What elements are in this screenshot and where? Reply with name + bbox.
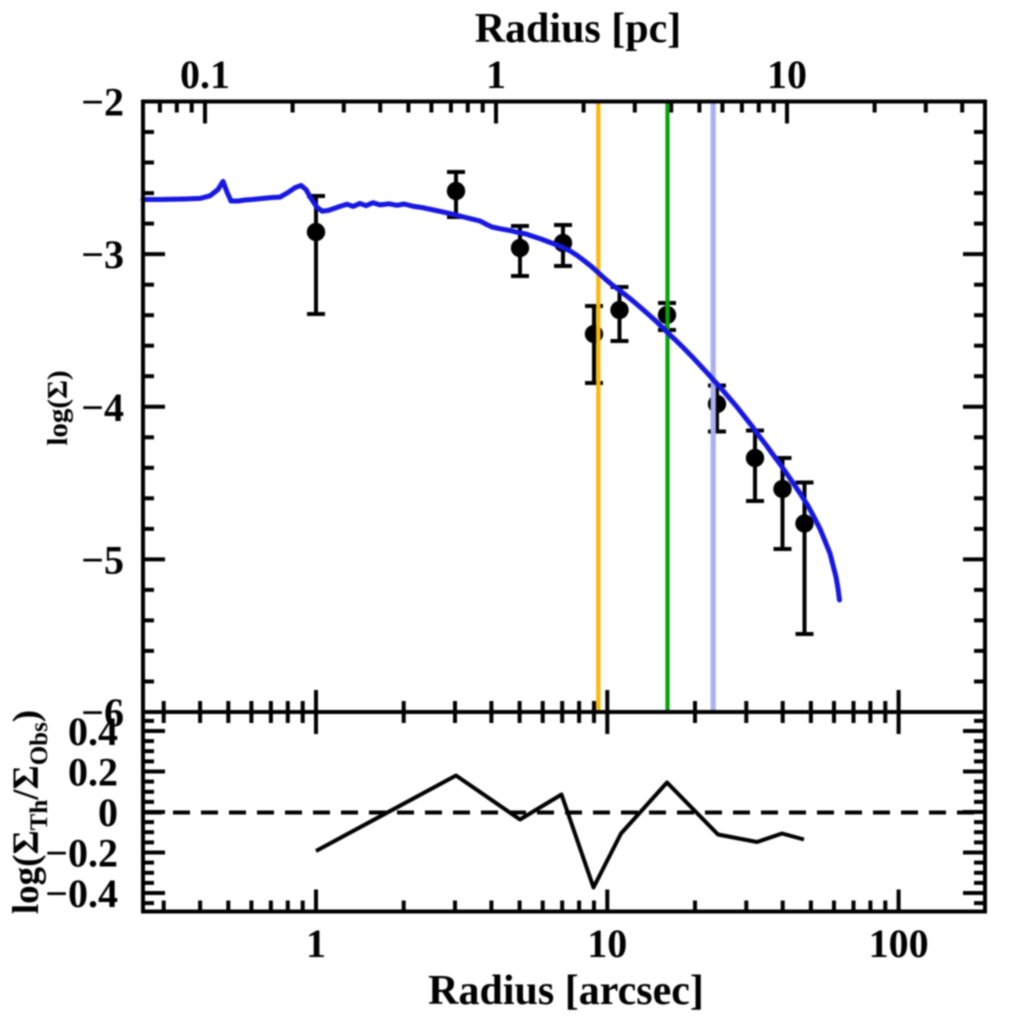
svg-text:−0.2: −0.2 (45, 831, 118, 876)
svg-text:0.4: 0.4 (68, 709, 118, 754)
svg-text:1: 1 (306, 921, 326, 966)
svg-text:−2: −2 (81, 80, 124, 125)
svg-text:0: 0 (98, 790, 118, 835)
svg-text:100: 100 (869, 921, 929, 966)
svg-text:−5: −5 (81, 537, 124, 582)
svg-text:−0.4: −0.4 (45, 871, 118, 916)
svg-text:10: 10 (767, 52, 807, 97)
svg-text:Radius [pc]: Radius [pc] (475, 6, 682, 52)
svg-text:−3: −3 (81, 232, 124, 277)
svg-text:0.2: 0.2 (68, 750, 118, 795)
svg-text:−4: −4 (81, 385, 124, 430)
svg-text:log(ΣTh/ΣObs): log(ΣTh/ΣObs) (6, 710, 53, 914)
svg-text:Radius [arcsec]: Radius [arcsec] (428, 968, 704, 1014)
svg-text:−6: −6 (81, 690, 124, 735)
svg-text:0.1: 0.1 (180, 52, 230, 97)
svg-text:1: 1 (486, 52, 506, 97)
svg-text:10: 10 (587, 921, 627, 966)
svg-text:log(Σ): log(Σ) (42, 370, 74, 445)
